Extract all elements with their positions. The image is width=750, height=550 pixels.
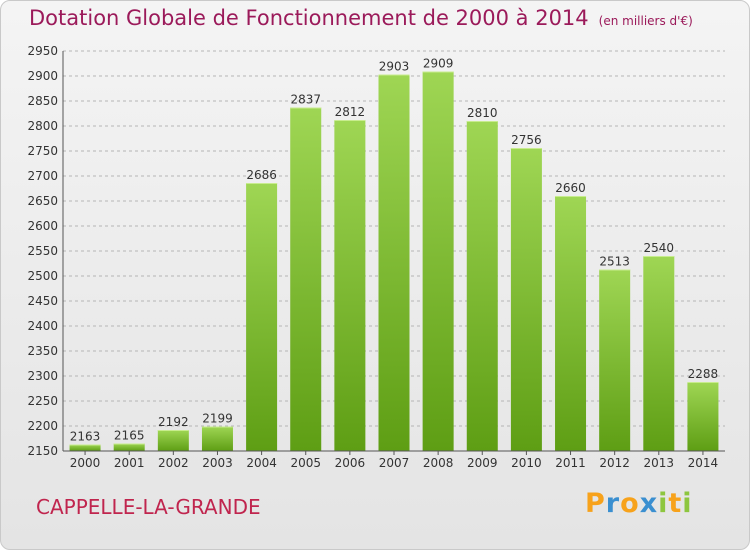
data-label: 2192 bbox=[158, 415, 189, 429]
x-tick-label: 2001 bbox=[114, 456, 145, 470]
x-tick-label: 2008 bbox=[423, 456, 454, 470]
data-label: 2288 bbox=[688, 367, 719, 381]
x-tick-label: 2007 bbox=[379, 456, 410, 470]
bar-2004 bbox=[246, 183, 278, 451]
bar-2009 bbox=[466, 121, 498, 451]
x-tick-label: 2006 bbox=[335, 456, 366, 470]
data-label: 2165 bbox=[114, 429, 145, 443]
x-tick-label: 2003 bbox=[202, 456, 233, 470]
logo-letter: t bbox=[668, 488, 683, 519]
x-tick-label: 2002 bbox=[158, 456, 189, 470]
logo-letter: P bbox=[585, 488, 606, 519]
x-tick-label: 2011 bbox=[555, 456, 586, 470]
bar-2007 bbox=[378, 74, 410, 451]
x-tick-label: 2013 bbox=[644, 456, 675, 470]
bar-2012 bbox=[599, 269, 631, 451]
bar-2013 bbox=[643, 256, 675, 451]
y-tick-label: 2700 bbox=[27, 169, 58, 183]
logo-letter: i bbox=[682, 488, 693, 519]
y-tick-label: 2950 bbox=[27, 44, 58, 58]
bar-2000 bbox=[69, 444, 101, 451]
chart-subtitle: (en milliers d'€) bbox=[598, 14, 693, 28]
y-tick-label: 2300 bbox=[27, 369, 58, 383]
y-tick-label: 2500 bbox=[27, 269, 58, 283]
y-tick-label: 2400 bbox=[27, 319, 58, 333]
chart-title: Dotation Globale de Fonctionnement de 20… bbox=[29, 6, 589, 30]
data-label: 2903 bbox=[379, 60, 410, 74]
data-label: 2756 bbox=[511, 133, 542, 147]
data-label: 2837 bbox=[290, 93, 321, 107]
y-tick-label: 2600 bbox=[27, 219, 58, 233]
proxiti-logo: Proxiti bbox=[585, 488, 693, 519]
bar-2006 bbox=[334, 120, 366, 451]
bar-2010 bbox=[510, 148, 542, 451]
y-tick-label: 2750 bbox=[27, 144, 58, 158]
y-tick-label: 2850 bbox=[27, 94, 58, 108]
data-label: 2163 bbox=[70, 430, 101, 444]
bar-2001 bbox=[113, 443, 145, 451]
bar-2014 bbox=[687, 382, 719, 451]
x-tick-label: 2004 bbox=[246, 456, 277, 470]
y-tick-label: 2200 bbox=[27, 419, 58, 433]
x-tick-label: 2014 bbox=[688, 456, 719, 470]
x-tick-label: 2005 bbox=[290, 456, 321, 470]
data-label: 2540 bbox=[644, 241, 675, 255]
bar-2003 bbox=[201, 426, 233, 451]
x-tick-label: 2009 bbox=[467, 456, 498, 470]
logo-letter: i bbox=[658, 488, 669, 519]
commune-name: CAPPELLE-LA-GRANDE bbox=[36, 495, 261, 519]
x-tick-label: 2012 bbox=[599, 456, 630, 470]
logo-letter: r bbox=[605, 488, 621, 519]
data-label: 2199 bbox=[202, 412, 233, 426]
y-tick-label: 2450 bbox=[27, 294, 58, 308]
data-label: 2909 bbox=[423, 57, 454, 71]
y-tick-label: 2150 bbox=[27, 444, 58, 458]
y-tick-label: 2350 bbox=[27, 344, 58, 358]
data-label: 2660 bbox=[555, 181, 586, 195]
x-tick-label: 2000 bbox=[70, 456, 101, 470]
y-tick-label: 2550 bbox=[27, 244, 58, 258]
bar-2008 bbox=[422, 71, 454, 451]
data-label: 2686 bbox=[246, 168, 277, 182]
logo-letter: x bbox=[639, 488, 659, 519]
data-label: 2513 bbox=[599, 255, 630, 269]
logo-letter: o bbox=[620, 488, 640, 519]
data-label: 2810 bbox=[467, 106, 498, 120]
y-tick-label: 2250 bbox=[27, 394, 58, 408]
y-tick-label: 2800 bbox=[27, 119, 58, 133]
bar-2011 bbox=[555, 196, 587, 451]
bar-2005 bbox=[290, 107, 322, 451]
y-tick-label: 2650 bbox=[27, 194, 58, 208]
y-tick-label: 2900 bbox=[27, 69, 58, 83]
x-tick-label: 2010 bbox=[511, 456, 542, 470]
data-label: 2812 bbox=[335, 105, 366, 119]
bar-2002 bbox=[157, 430, 189, 451]
title-row: Dotation Globale de Fonctionnement de 20… bbox=[29, 6, 693, 30]
